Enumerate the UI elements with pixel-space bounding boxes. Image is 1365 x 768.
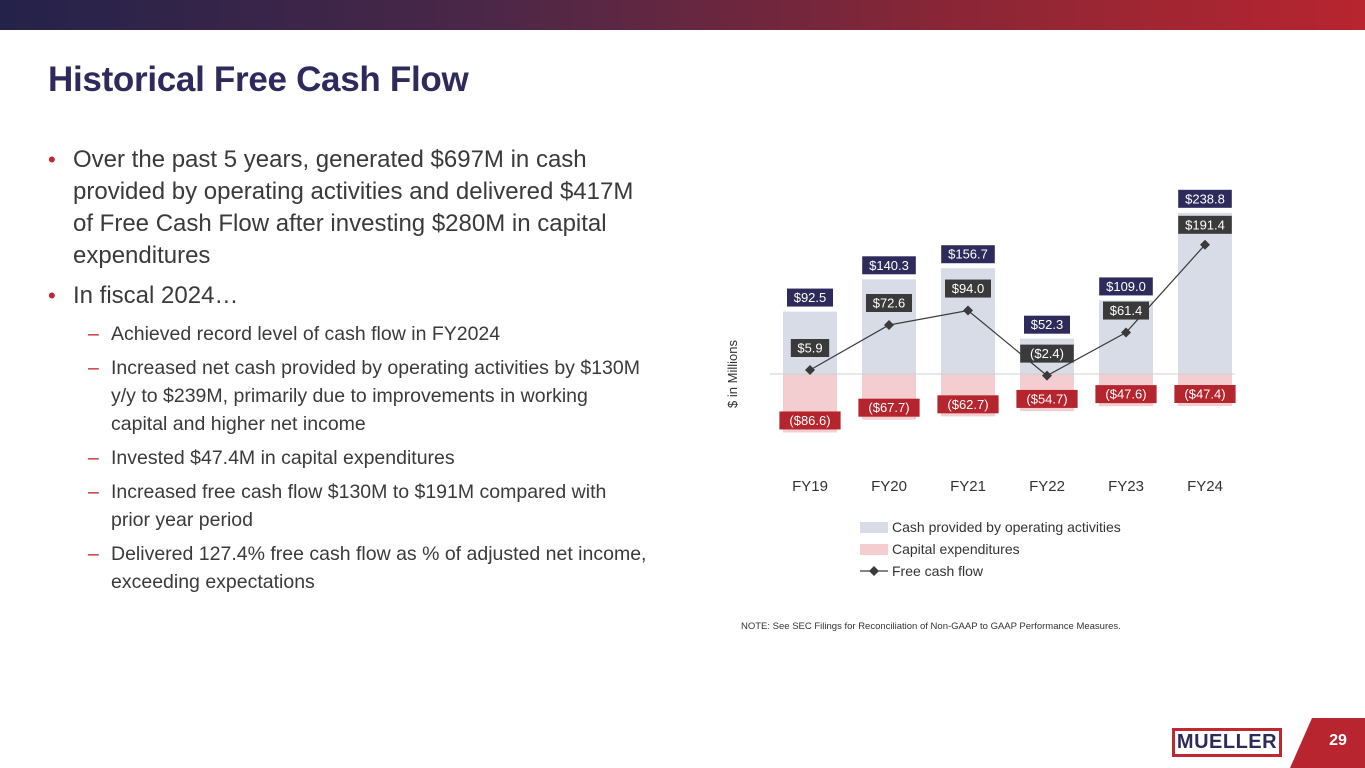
free-cash-flow-label-bg <box>1178 215 1232 234</box>
free-cash-flow-label: $5.9 <box>797 341 822 356</box>
operating-cash-label-bg <box>1178 189 1232 208</box>
sub-bullet-item: – Delivered 127.4% free cash flow as % o… <box>48 540 648 596</box>
top-accent-bar <box>0 0 1365 30</box>
free-cash-flow-label: $72.6 <box>873 295 906 310</box>
free-cash-flow-label-bg <box>790 339 830 358</box>
bullet-item: • In fiscal 2024… <box>48 280 648 312</box>
dash-marker: – <box>88 323 99 345</box>
page-title: Historical Free Cash Flow <box>48 60 469 99</box>
free-cash-flow-label: $61.4 <box>1110 303 1143 318</box>
operating-cash-label: $156.7 <box>948 247 988 262</box>
capex-label-bg <box>1095 385 1157 404</box>
logo-text: MUELLER <box>1176 731 1278 753</box>
free-cash-flow-marker <box>1121 327 1131 338</box>
bullet-text: In fiscal 2024… <box>73 282 239 309</box>
capex-label: ($62.7) <box>947 397 988 412</box>
legend-swatch-capex <box>860 544 888 555</box>
operating-cash-label: $109.0 <box>1106 279 1146 294</box>
operating-cash-label-bg <box>1024 315 1070 334</box>
legend-label: Cash provided by operating activities <box>892 519 1121 535</box>
capex-label-bg <box>779 411 841 430</box>
page-number-tab <box>1290 718 1365 768</box>
operating-cash-label-bg <box>941 245 995 264</box>
page-number: 29 <box>1329 732 1347 749</box>
dash-marker: – <box>88 543 99 565</box>
x-tick-label: FY24 <box>1187 478 1223 495</box>
mueller-logo: MUELLER <box>1172 728 1282 757</box>
dash-marker: – <box>88 357 99 379</box>
free-cash-flow-marker <box>1200 239 1210 250</box>
capex-label-bg <box>1174 384 1236 403</box>
free-cash-flow-marker <box>963 305 973 316</box>
x-tick-label: FY23 <box>1108 478 1144 495</box>
free-cash-flow-label: ($2.4) <box>1030 346 1064 361</box>
free-cash-flow-label: $191.4 <box>1185 217 1225 232</box>
capex-label: ($47.6) <box>1105 387 1146 402</box>
operating-cash-label: $140.3 <box>869 258 909 273</box>
y-axis-label: $ in Millions <box>725 340 740 408</box>
sub-bullet-text: Increased net cash provided by operating… <box>111 357 640 435</box>
capex-label-bg <box>858 398 920 417</box>
dash-marker: – <box>88 447 99 469</box>
bullet-item: • Over the past 5 years, generated $697M… <box>48 144 648 272</box>
capex-label: ($67.7) <box>868 400 909 415</box>
free-cash-flow-label: $94.0 <box>952 281 985 296</box>
sub-bullet-text: Increased free cash flow $130M to $191M … <box>111 481 607 531</box>
sub-bullet-text: Invested $47.4M in capital expenditures <box>111 447 455 469</box>
footnote: NOTE: See SEC Filings for Reconciliation… <box>741 621 1121 632</box>
bullet-list: • Over the past 5 years, generated $697M… <box>48 144 648 602</box>
free-cash-flow-marker <box>884 319 894 330</box>
cash-flow-chart: $ in Millions $92.5 ($86.6) $140.3 ($67.7) $1… <box>725 189 1236 579</box>
sub-bullet-list: – Achieved record level of cash flow in … <box>48 320 648 596</box>
bullet-text: Over the past 5 years, generated $697M i… <box>73 146 634 269</box>
free-cash-flow-label-bg <box>945 279 991 298</box>
capex-label: ($54.7) <box>1026 391 1067 406</box>
capex-label-bg <box>937 395 999 414</box>
free-cash-flow-marker <box>1042 370 1052 381</box>
operating-cash-label: $52.3 <box>1031 317 1064 332</box>
operating-cash-label-bg <box>787 288 833 307</box>
sub-bullet-text: Achieved record level of cash flow in FY… <box>111 323 501 345</box>
legend-label: Free cash flow <box>892 563 984 579</box>
operating-cash-label: $92.5 <box>794 290 827 305</box>
legend-label: Capital expenditures <box>892 541 1020 557</box>
legend-marker-free-cash-flow <box>869 566 879 576</box>
operating-cash-label-bg <box>1099 277 1153 296</box>
capex-label: ($47.4) <box>1184 386 1225 401</box>
sub-bullet-item: – Increased free cash flow $130M to $191… <box>48 478 648 534</box>
x-tick-label: FY22 <box>1029 478 1065 495</box>
free-cash-flow-marker <box>805 365 815 376</box>
free-cash-flow-label-bg <box>1103 301 1149 320</box>
capex-label-bg <box>1016 389 1078 408</box>
operating-cash-label-bg <box>862 256 916 275</box>
free-cash-flow-label-bg <box>866 293 912 312</box>
x-tick-label: FY21 <box>950 478 986 495</box>
bullet-dot: • <box>48 283 56 308</box>
sub-bullet-item: – Increased net cash provided by operati… <box>48 354 648 438</box>
x-tick-label: FY20 <box>871 478 907 495</box>
legend-swatch-operating-cash <box>860 522 888 533</box>
capex-label: ($86.6) <box>789 413 830 428</box>
x-tick-label: FY19 <box>792 478 828 495</box>
free-cash-flow-label-bg <box>1020 344 1074 363</box>
operating-cash-bar <box>1178 212 1232 374</box>
sub-bullet-item: – Achieved record level of cash flow in … <box>48 320 648 348</box>
sub-bullet-text: Delivered 127.4% free cash flow as % of … <box>111 543 647 593</box>
bullet-dot: • <box>48 147 56 172</box>
dash-marker: – <box>88 481 99 503</box>
sub-bullet-item: – Invested $47.4M in capital expenditure… <box>48 444 648 472</box>
operating-cash-label: $238.8 <box>1185 191 1225 206</box>
